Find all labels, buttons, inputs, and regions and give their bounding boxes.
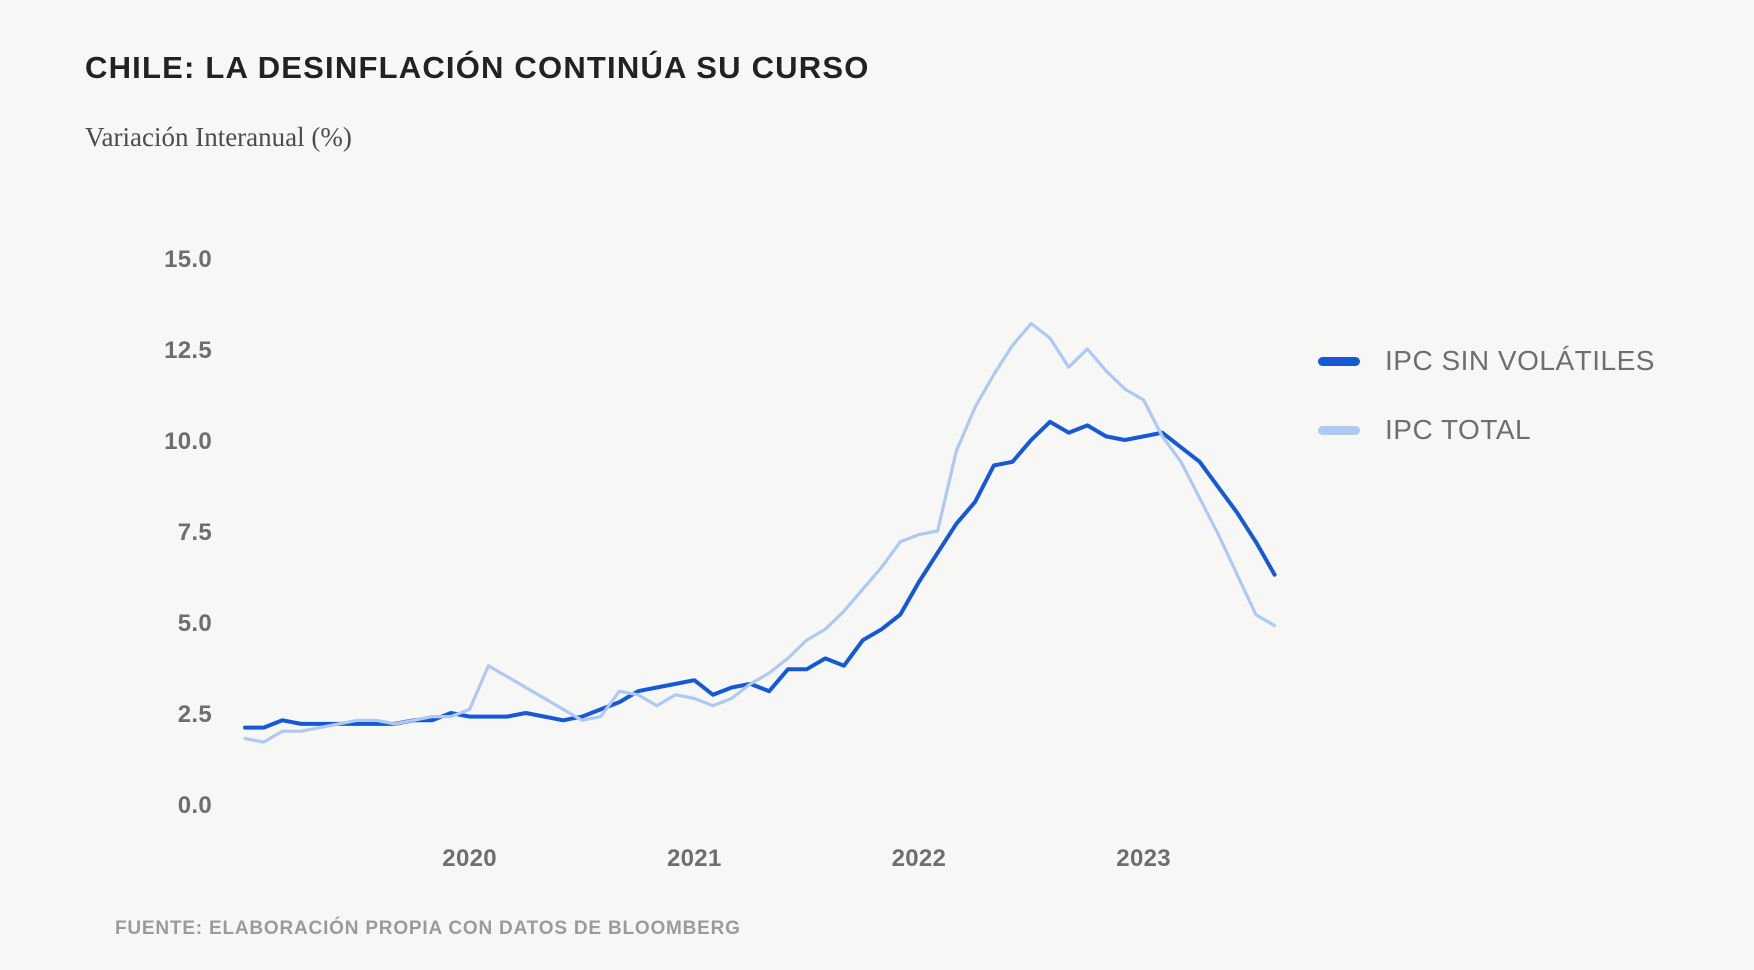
ipc-total-line — [243, 321, 1277, 744]
y-axis-tick-label: 0.0 — [178, 792, 212, 819]
y-axis-tick-label: 15.0 — [164, 246, 212, 273]
ipc-sin-volatiles-line — [243, 419, 1277, 730]
legend-label-ipc-total: IPC TOTAL — [1385, 414, 1532, 445]
x-axis-tick-label: 2021 — [667, 845, 722, 872]
y-axis-tick-label: 7.5 — [178, 519, 212, 546]
ipc-total-swatch-icon — [1318, 425, 1360, 435]
legend-item-ipc-total: IPC TOTAL — [1318, 405, 1655, 455]
legend-item-ipc-sin-volatiles: IPC SIN VOLÁTILES — [1318, 336, 1655, 386]
x-axis-tick-label: 2023 — [1116, 845, 1171, 872]
y-axis-tick-label: 12.5 — [164, 337, 212, 364]
x-axis-tick-label: 2020 — [442, 845, 497, 872]
ipc-sin-volatiles-swatch-icon — [1318, 356, 1360, 366]
source-note: FUENTE: ELABORACIÓN PROPIA CON DATOS DE … — [115, 918, 741, 939]
y-axis-tick-label: 5.0 — [178, 610, 212, 637]
axis-unit-label: Variación Interanual (%) — [85, 122, 352, 152]
y-axis-tick-label: 10.0 — [164, 428, 212, 455]
legend-label-ipc-sin-volatiles: IPC SIN VOLÁTILES — [1385, 345, 1655, 376]
y-axis-tick-label: 2.5 — [178, 701, 212, 728]
chart-title: CHILE: LA DESINFLACIÓN CONTINÚA SU CURSO — [85, 50, 870, 85]
legend: IPC SIN VOLÁTILES IPC TOTAL — [1318, 336, 1655, 474]
x-axis-tick-label: 2022 — [892, 845, 947, 872]
